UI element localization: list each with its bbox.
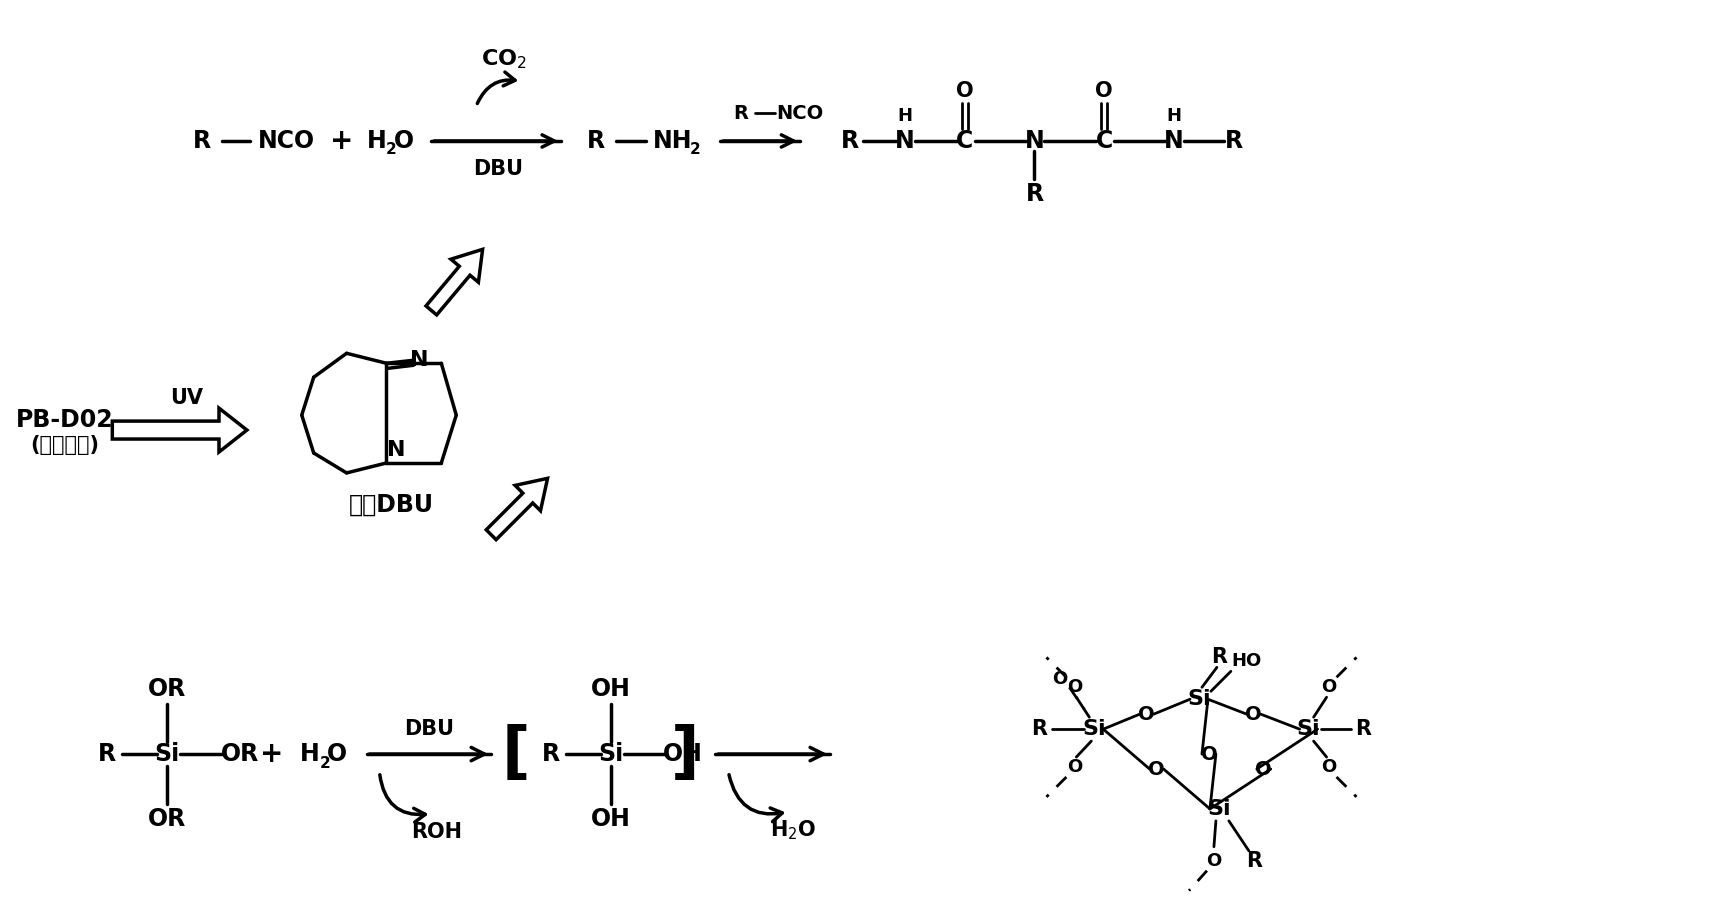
Text: R: R [1225, 129, 1242, 153]
Text: 2: 2 [690, 143, 701, 158]
Text: NH: NH [652, 129, 692, 153]
Text: O: O [1201, 744, 1216, 764]
Text: H: H [367, 129, 386, 153]
Text: R: R [541, 742, 561, 766]
Text: Si: Si [1187, 689, 1209, 709]
Text: NCO: NCO [777, 104, 823, 123]
Text: DBU: DBU [472, 159, 522, 179]
Text: R: R [586, 129, 604, 153]
Text: C: C [1095, 129, 1112, 153]
Text: ]: ] [671, 724, 699, 784]
Polygon shape [112, 408, 247, 452]
Text: O: O [1066, 678, 1081, 696]
Text: OR: OR [149, 677, 187, 701]
Text: O: O [1206, 851, 1221, 870]
FancyArrowPatch shape [379, 775, 426, 822]
Polygon shape [486, 478, 547, 539]
Text: O: O [394, 129, 413, 153]
Text: NCO: NCO [258, 129, 315, 153]
Text: O: O [1254, 759, 1272, 778]
Text: +: + [260, 740, 284, 769]
Text: O: O [1066, 758, 1081, 776]
Text: PB-D02: PB-D02 [16, 408, 112, 432]
Text: 2: 2 [318, 756, 330, 770]
Text: H: H [896, 107, 912, 125]
Text: +: + [330, 127, 353, 155]
Text: 强碱DBU: 强碱DBU [349, 492, 434, 517]
FancyArrowPatch shape [477, 72, 516, 104]
Text: N: N [388, 440, 405, 460]
Text: O: O [1052, 670, 1066, 688]
Text: R: R [732, 104, 747, 123]
Text: C: C [955, 129, 972, 153]
Text: N: N [894, 129, 913, 153]
Text: R: R [841, 129, 858, 153]
Text: OR: OR [149, 807, 187, 831]
Text: R: R [1246, 851, 1261, 870]
Text: OH: OH [663, 742, 702, 766]
Polygon shape [426, 249, 483, 315]
Text: R: R [1024, 182, 1043, 206]
Text: H$_2$O: H$_2$O [770, 818, 817, 842]
Text: O: O [1147, 759, 1164, 778]
Text: Si: Si [1296, 719, 1320, 739]
Text: N: N [1164, 129, 1183, 153]
Text: Si: Si [1206, 799, 1230, 819]
Text: O: O [1320, 758, 1336, 776]
Text: N: N [1024, 129, 1043, 153]
Text: [: [ [502, 724, 529, 784]
Text: OH: OH [590, 807, 630, 831]
Text: UV: UV [171, 388, 204, 409]
Text: (光产碱剂): (光产碱剂) [29, 435, 99, 455]
Text: O: O [955, 81, 972, 101]
Text: N: N [410, 350, 429, 371]
Text: R: R [1355, 719, 1370, 739]
Text: O: O [1246, 704, 1261, 723]
Text: Si: Si [599, 742, 623, 766]
Text: R: R [1031, 719, 1047, 739]
FancyArrowPatch shape [728, 775, 782, 822]
Text: O: O [1320, 678, 1336, 696]
Text: OH: OH [590, 677, 630, 701]
Text: HO: HO [1232, 652, 1261, 670]
Text: Si: Si [154, 742, 180, 766]
Text: H: H [1166, 107, 1182, 125]
Text: O: O [1138, 704, 1154, 723]
Text: OR: OR [221, 742, 260, 766]
Text: O: O [327, 742, 346, 766]
Text: O: O [1095, 81, 1112, 101]
Text: Si: Si [1081, 719, 1105, 739]
Text: R: R [192, 129, 211, 153]
Text: ROH: ROH [410, 822, 462, 842]
Text: CO$_2$: CO$_2$ [481, 48, 526, 71]
Text: 2: 2 [386, 143, 396, 158]
Text: H: H [299, 742, 320, 766]
Text: R: R [1211, 648, 1227, 667]
Text: R: R [99, 742, 116, 766]
Text: DBU: DBU [405, 719, 453, 739]
